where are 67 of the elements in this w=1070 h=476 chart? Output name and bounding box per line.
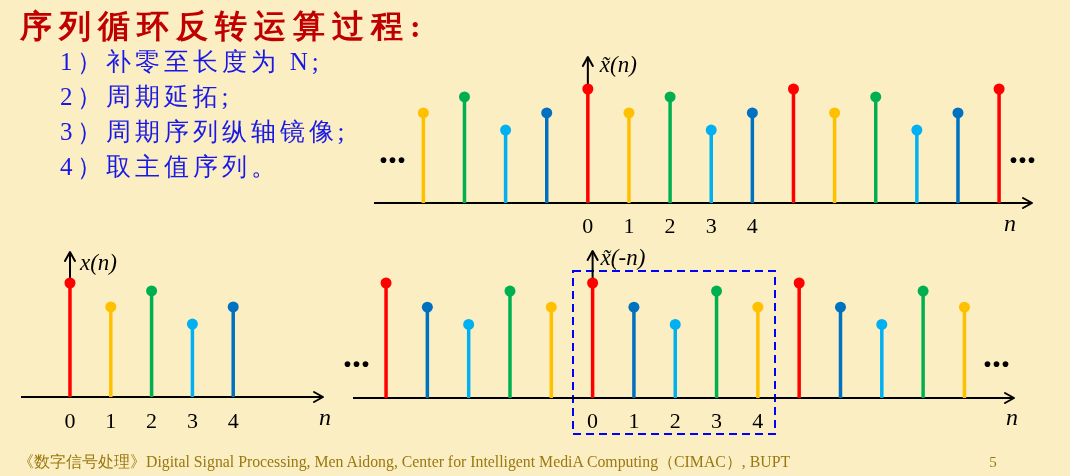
point bbox=[105, 301, 117, 313]
x-tick-label: 1 bbox=[628, 408, 640, 433]
text: 1）补零至长度为 N; bbox=[60, 48, 323, 75]
y-axis-title: x(n) bbox=[78, 250, 117, 275]
point bbox=[669, 318, 681, 330]
point bbox=[623, 107, 635, 119]
text: 2）周期延拓; bbox=[60, 83, 233, 110]
point bbox=[186, 318, 198, 330]
point bbox=[545, 301, 557, 313]
point bbox=[664, 91, 676, 103]
point bbox=[628, 301, 640, 313]
point bbox=[227, 301, 239, 313]
x-axis-title: n bbox=[319, 404, 331, 430]
x-tick-label: 1 bbox=[623, 213, 635, 238]
text: 序列循环反转运算过程: bbox=[19, 8, 428, 44]
point bbox=[500, 124, 512, 136]
point bbox=[911, 124, 923, 136]
x-tick-label: 4 bbox=[752, 408, 764, 433]
point bbox=[711, 285, 723, 297]
point bbox=[587, 277, 599, 289]
point bbox=[917, 285, 929, 297]
point bbox=[752, 301, 764, 313]
text: 5 bbox=[989, 454, 997, 470]
point bbox=[417, 107, 429, 119]
x-tick-label: 2 bbox=[669, 408, 681, 433]
x-tick-label: 3 bbox=[705, 213, 717, 238]
x-axis-title: n bbox=[1006, 404, 1018, 430]
x-tick-label: 0 bbox=[587, 408, 599, 433]
point bbox=[705, 124, 717, 136]
point bbox=[458, 91, 470, 103]
annotation: ... bbox=[379, 131, 406, 171]
x-tick-label: 0 bbox=[64, 408, 76, 433]
text: 《数字信号处理》Digital Signal Processing, Men Aidong, Center for Intelligent MediA Computing（CIMAC）, BUPT bbox=[18, 453, 791, 471]
annotation: ... bbox=[1009, 131, 1036, 171]
x-tick-label: 3 bbox=[711, 408, 723, 433]
point bbox=[746, 107, 758, 119]
y-axis-title: x̃(-n) bbox=[599, 245, 646, 270]
x-tick-label: 2 bbox=[146, 408, 158, 433]
point bbox=[146, 285, 158, 297]
point bbox=[582, 83, 594, 95]
point bbox=[876, 318, 888, 330]
point bbox=[870, 91, 882, 103]
point bbox=[421, 301, 433, 313]
point bbox=[952, 107, 964, 119]
point bbox=[504, 285, 516, 297]
x-tick-label: 4 bbox=[746, 213, 758, 238]
annotation: ... bbox=[343, 335, 370, 375]
point bbox=[787, 83, 799, 95]
point bbox=[993, 83, 1005, 95]
x-tick-label: 1 bbox=[105, 408, 117, 433]
point bbox=[64, 277, 76, 289]
text: 4）取主值序列。 bbox=[60, 153, 280, 180]
x-tick-label: 0 bbox=[582, 213, 594, 238]
point bbox=[793, 277, 805, 289]
x-axis-title: n bbox=[1004, 210, 1016, 236]
x-tick-label: 4 bbox=[227, 408, 239, 433]
x-tick-label: 3 bbox=[186, 408, 198, 433]
point bbox=[829, 107, 841, 119]
annotation: ... bbox=[983, 335, 1010, 375]
point bbox=[541, 107, 553, 119]
point bbox=[834, 301, 846, 313]
point bbox=[463, 318, 475, 330]
y-axis-title: x̃(n) bbox=[598, 52, 637, 77]
point bbox=[380, 277, 392, 289]
x-tick-label: 2 bbox=[664, 213, 676, 238]
point bbox=[958, 301, 970, 313]
text: 3）周期序列纵轴镜像; bbox=[60, 118, 349, 145]
